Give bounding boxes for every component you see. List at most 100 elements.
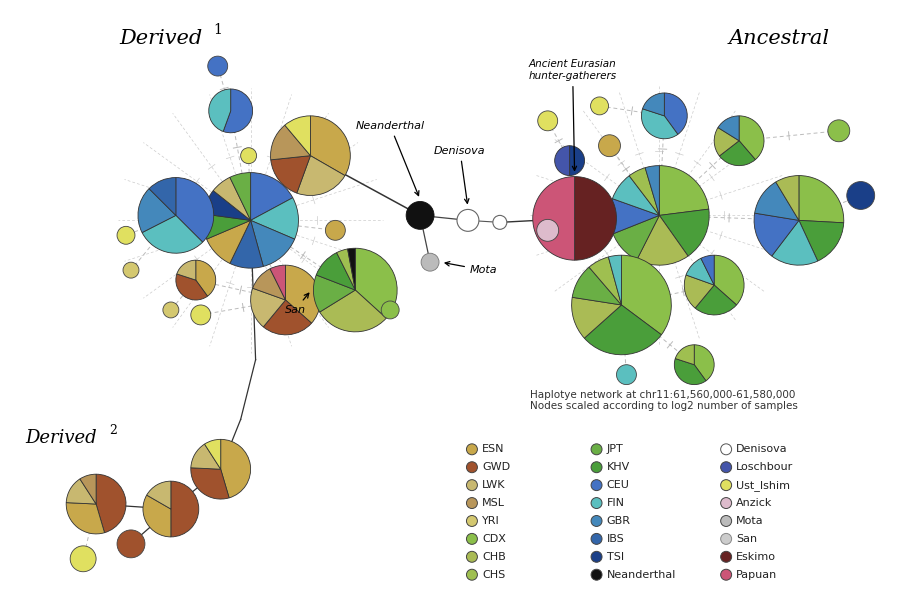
Text: ESN: ESN — [482, 445, 504, 454]
Wedge shape — [147, 481, 171, 509]
Wedge shape — [171, 481, 199, 537]
Circle shape — [406, 202, 434, 229]
Circle shape — [721, 551, 732, 562]
Wedge shape — [271, 155, 310, 193]
Text: CDX: CDX — [482, 534, 506, 544]
Circle shape — [191, 305, 211, 325]
Text: MSL: MSL — [482, 498, 505, 508]
Wedge shape — [695, 285, 736, 315]
Wedge shape — [220, 439, 250, 498]
Wedge shape — [574, 176, 617, 260]
Circle shape — [721, 497, 732, 509]
Wedge shape — [715, 255, 744, 305]
Text: Derived: Derived — [120, 29, 202, 48]
Wedge shape — [202, 214, 250, 239]
Circle shape — [123, 262, 139, 278]
Text: Denisova: Denisova — [434, 146, 486, 203]
Wedge shape — [609, 199, 660, 234]
Wedge shape — [645, 166, 660, 215]
Wedge shape — [612, 176, 660, 215]
Wedge shape — [533, 176, 574, 260]
Wedge shape — [310, 116, 350, 176]
Wedge shape — [67, 479, 96, 504]
Wedge shape — [718, 116, 739, 141]
Wedge shape — [142, 215, 202, 253]
Circle shape — [466, 462, 477, 473]
Wedge shape — [223, 89, 253, 133]
Circle shape — [536, 220, 559, 241]
Wedge shape — [138, 188, 176, 233]
Circle shape — [466, 551, 477, 562]
Wedge shape — [684, 275, 715, 308]
Wedge shape — [572, 298, 622, 338]
Wedge shape — [660, 209, 709, 256]
Wedge shape — [196, 260, 216, 296]
Text: Ancient Eurasian
hunter-gatherers: Ancient Eurasian hunter-gatherers — [528, 59, 616, 170]
Text: Ancestral: Ancestral — [728, 29, 830, 48]
Text: TSI: TSI — [607, 552, 624, 562]
Text: Mota: Mota — [736, 516, 764, 526]
Wedge shape — [754, 213, 799, 256]
Circle shape — [591, 479, 602, 491]
Wedge shape — [250, 198, 299, 239]
Wedge shape — [80, 474, 96, 504]
Wedge shape — [694, 345, 715, 381]
Text: GWD: GWD — [482, 462, 510, 472]
Circle shape — [117, 226, 135, 244]
Circle shape — [421, 253, 439, 271]
Text: Anzick: Anzick — [736, 498, 772, 508]
Wedge shape — [207, 220, 250, 263]
Wedge shape — [356, 248, 397, 318]
Circle shape — [591, 533, 602, 544]
Wedge shape — [204, 439, 220, 469]
Text: Denisova: Denisova — [736, 445, 788, 454]
Circle shape — [828, 120, 850, 142]
Wedge shape — [191, 468, 230, 499]
Wedge shape — [613, 215, 660, 260]
Wedge shape — [622, 255, 671, 335]
Wedge shape — [67, 503, 104, 534]
Wedge shape — [176, 178, 213, 242]
Wedge shape — [660, 166, 709, 215]
Text: Haplotye network at chr11:61,560,000-61,580,000
Nodes scaled according to log2 n: Haplotye network at chr11:61,560,000-61,… — [530, 389, 797, 411]
Circle shape — [591, 551, 602, 562]
Text: 1: 1 — [213, 23, 222, 37]
Wedge shape — [264, 300, 311, 335]
Wedge shape — [629, 167, 660, 215]
Text: JPT: JPT — [607, 445, 624, 454]
Wedge shape — [253, 269, 285, 300]
Wedge shape — [584, 305, 662, 355]
Text: Loschbour: Loschbour — [736, 462, 794, 472]
Wedge shape — [701, 255, 715, 285]
Wedge shape — [572, 267, 622, 305]
Circle shape — [591, 569, 602, 580]
Circle shape — [616, 365, 636, 385]
Wedge shape — [799, 176, 844, 223]
Wedge shape — [715, 128, 739, 156]
Circle shape — [326, 220, 346, 240]
Circle shape — [847, 182, 875, 209]
Circle shape — [466, 569, 477, 580]
Wedge shape — [337, 249, 356, 290]
Circle shape — [382, 301, 400, 319]
Wedge shape — [149, 178, 176, 215]
Wedge shape — [643, 93, 664, 116]
Text: Papuan: Papuan — [736, 570, 778, 580]
Wedge shape — [642, 109, 678, 139]
Text: Neanderthal: Neanderthal — [356, 121, 425, 196]
Text: FIN: FIN — [607, 498, 625, 508]
Text: San: San — [736, 534, 757, 544]
Text: CHS: CHS — [482, 570, 505, 580]
Circle shape — [591, 497, 602, 509]
Wedge shape — [739, 116, 764, 160]
Text: Neanderthal: Neanderthal — [607, 570, 676, 580]
Text: KHV: KHV — [607, 462, 630, 472]
Circle shape — [457, 209, 479, 232]
Wedge shape — [176, 274, 208, 300]
Circle shape — [163, 302, 179, 318]
Wedge shape — [754, 182, 799, 220]
Wedge shape — [297, 155, 345, 196]
Wedge shape — [250, 173, 292, 220]
Circle shape — [466, 515, 477, 526]
Wedge shape — [213, 178, 250, 220]
